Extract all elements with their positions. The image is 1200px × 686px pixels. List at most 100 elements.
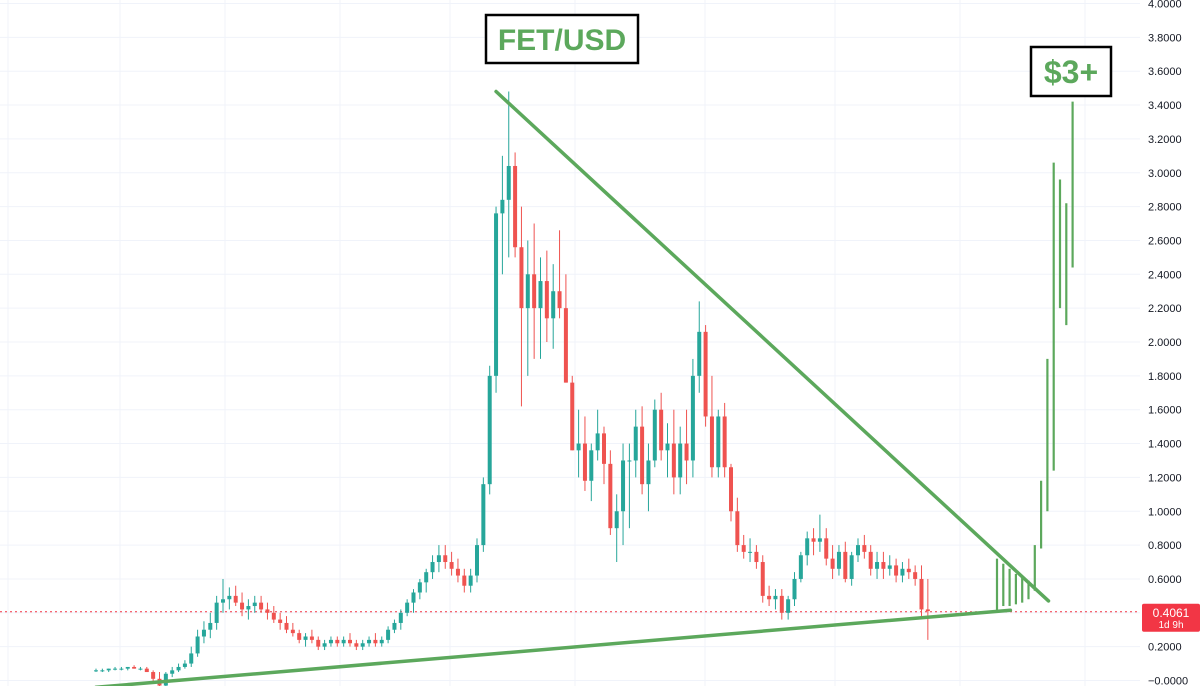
candle-body: [367, 639, 372, 644]
candle-body: [265, 609, 270, 613]
candle: [856, 538, 860, 563]
candle: [538, 257, 543, 359]
candle: [824, 528, 829, 566]
candle-body: [322, 643, 327, 647]
candle-body: [284, 622, 289, 630]
y-tick-label: 1.0000: [1148, 506, 1182, 518]
candle: [709, 375, 714, 478]
y-tick-label: 2.2000: [1148, 303, 1182, 315]
candle-body: [405, 602, 410, 613]
candle-body: [589, 450, 594, 481]
candle: [525, 240, 530, 376]
candle: [589, 443, 594, 502]
candle: [144, 666, 149, 673]
candle-body: [906, 568, 911, 573]
candle: [303, 633, 308, 647]
candle: [900, 562, 905, 583]
candle: [341, 636, 346, 647]
candle-body: [475, 545, 479, 576]
candle: [659, 392, 664, 461]
candle: [773, 589, 778, 610]
candle-body: [494, 213, 499, 376]
candle-body: [678, 443, 683, 478]
candle-body: [792, 578, 797, 600]
candle: [132, 665, 137, 669]
candle: [703, 325, 708, 427]
grid: [0, 0, 1140, 686]
candle-body: [773, 595, 778, 600]
candle: [290, 622, 295, 637]
candle: [233, 585, 238, 607]
candle: [475, 538, 479, 583]
candle-body: [360, 643, 365, 647]
candle: [322, 639, 327, 651]
candle-body: [767, 595, 772, 600]
candle-body: [443, 555, 448, 563]
y-tick-label: 0.6000: [1148, 574, 1182, 586]
target-annotation-text: $3+: [1044, 54, 1098, 90]
current-price-countdown: 1d 9h: [1158, 620, 1183, 631]
candle-body: [392, 622, 397, 630]
candle-body: [328, 639, 333, 644]
candle: [284, 616, 289, 634]
candle: [417, 578, 422, 600]
candle-body: [798, 555, 803, 579]
candle: [513, 152, 518, 258]
candle-body: [278, 619, 283, 623]
candle-body: [246, 606, 251, 610]
candle-body: [227, 595, 232, 600]
candle-body: [913, 572, 918, 579]
candle-body: [563, 308, 568, 383]
candle: [195, 629, 200, 657]
target-annotation-box: [1029, 45, 1113, 98]
candle: [297, 629, 302, 644]
candle-body: [830, 558, 835, 569]
candle-body: [881, 562, 886, 569]
candle: [424, 568, 429, 593]
candle: [100, 668, 105, 673]
candle-body: [436, 555, 441, 563]
y-tick-label: 1.2000: [1148, 472, 1182, 484]
candle: [487, 365, 492, 495]
candle-body: [214, 602, 219, 623]
y-axis[interactable]: 4.0000 3.8000 3.6000 3.4000 3.2000 3.0000 2.80…: [1148, 0, 1188, 686]
candle-body: [259, 602, 264, 610]
candle-body: [519, 247, 524, 309]
candle: [652, 399, 657, 468]
candle-body: [741, 545, 746, 552]
candle: [595, 409, 600, 461]
candle: [779, 589, 784, 620]
candle-body: [887, 565, 892, 569]
y-tick-label: 0.8000: [1148, 540, 1182, 552]
candle-body: [627, 460, 632, 462]
candle-body: [94, 670, 98, 672]
y-tick-label: 2.8000: [1148, 202, 1182, 214]
candle-body: [868, 551, 873, 569]
y-tick-label: 3.2000: [1148, 134, 1182, 146]
candle-body: [290, 629, 295, 634]
candle-body: [195, 636, 200, 654]
candle: [786, 595, 791, 620]
candle-body: [640, 426, 645, 485]
candle-body: [633, 426, 638, 461]
candle: [494, 206, 499, 393]
candle: [386, 626, 391, 644]
candle: [811, 528, 816, 556]
projection-bars: [995, 101, 1074, 612]
candle: [259, 595, 264, 613]
candle-body: [208, 622, 213, 630]
candle: [684, 409, 689, 485]
candle: [576, 409, 581, 478]
candle-body: [538, 281, 543, 309]
candle: [398, 609, 403, 630]
candle: [157, 672, 162, 686]
candle: [201, 621, 206, 644]
candle-body: [341, 639, 346, 644]
candle-body: [417, 582, 422, 593]
candle: [176, 663, 181, 673]
candle: [582, 416, 587, 491]
candle-body: [862, 545, 867, 552]
candle: [462, 568, 467, 593]
candle: [697, 301, 702, 393]
y-tick-label: 3.8000: [1148, 32, 1182, 44]
